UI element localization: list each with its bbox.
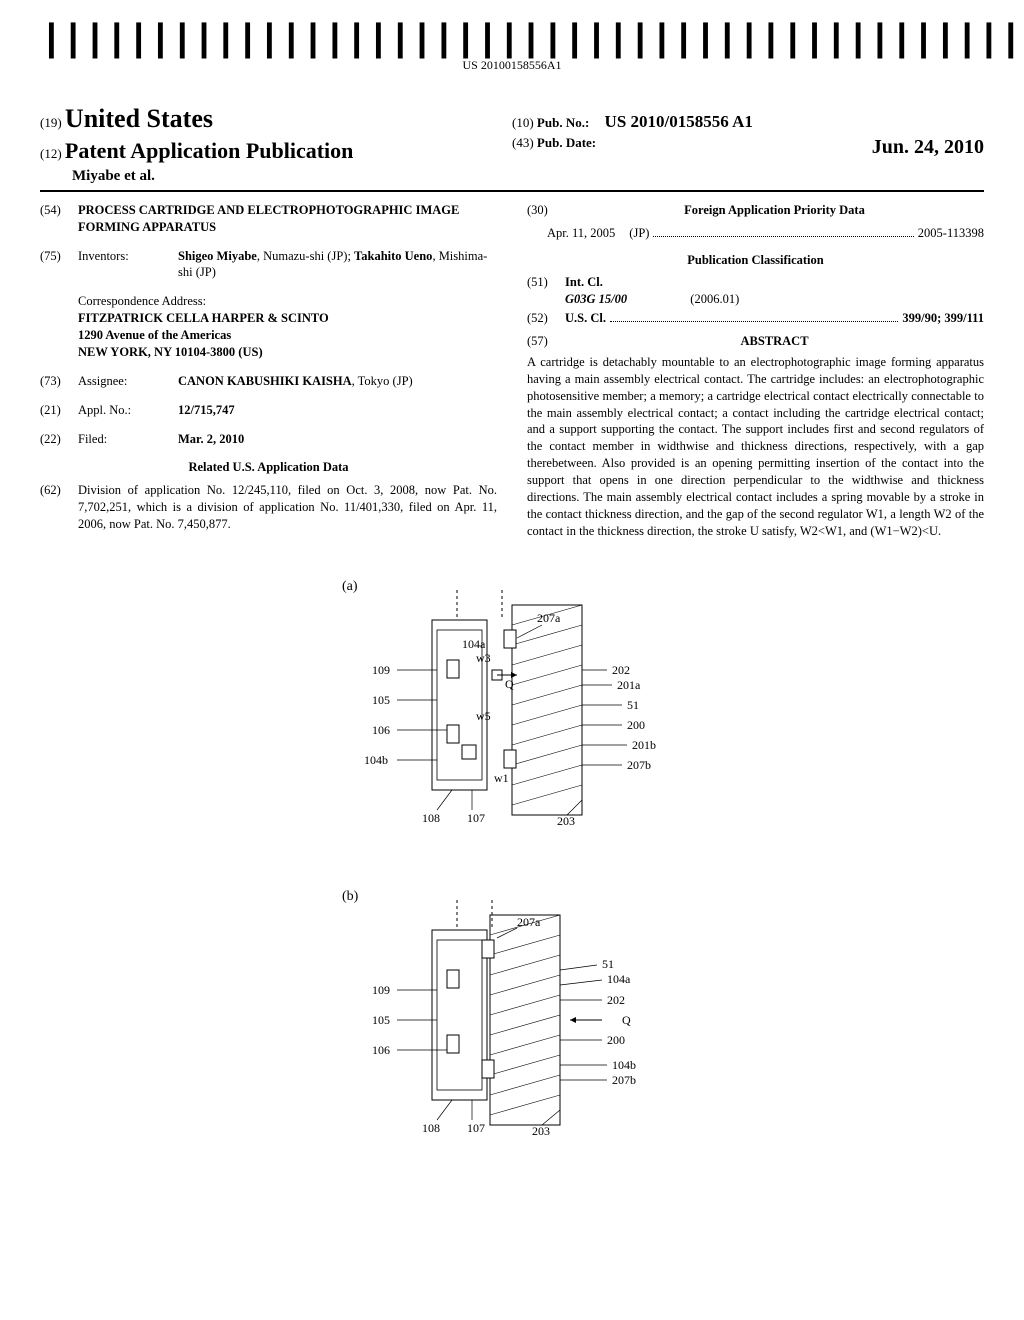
svg-text:106: 106 [372,1043,390,1057]
svg-text:105: 105 [372,1013,390,1027]
division-code: (62) [40,482,78,533]
abstract-label: ABSTRACT [565,333,984,350]
pub-no-value: US 2010/0158556 A1 [605,112,753,131]
pub-date-value: Jun. 24, 2010 [872,134,984,161]
svg-text:207a: 207a [517,915,541,929]
svg-text:203: 203 [557,814,575,828]
svg-text:107: 107 [467,1121,485,1135]
svg-text:200: 200 [607,1033,625,1047]
svg-text:207a: 207a [537,611,561,625]
svg-text:200: 200 [627,718,645,732]
correspondence-label: Correspondence Address: [78,293,497,310]
fig-a-label: (a) [342,579,358,594]
main-columns: (54) PROCESS CARTRIDGE AND ELECTROPHOTOG… [40,202,984,545]
svg-text:104a: 104a [462,637,486,651]
svg-text:w3: w3 [476,651,491,665]
inventors-value: Shigeo Miyabe, Numazu-shi (JP); Takahito… [178,248,497,282]
appl-code: (21) [40,402,78,419]
uscl-code: (52) [527,310,565,327]
pub-date-label: Pub. Date: [537,135,596,150]
svg-text:207b: 207b [612,1073,636,1087]
assignee-code: (73) [40,373,78,390]
hatched-block-a [512,605,582,815]
correspondence-line1: FITZPATRICK CELLA HARPER & SCINTO [78,310,497,327]
inventors-label: Inventors: [78,248,178,282]
related-heading: Related U.S. Application Data [40,459,497,476]
header-rule [40,190,984,192]
svg-text:201a: 201a [617,678,641,692]
title-code: (54) [40,202,78,236]
country-name: United States [65,104,213,133]
uscl-value: 399/90; 399/111 [902,310,984,327]
svg-text:105: 105 [372,693,390,707]
uscl-label: U.S. Cl. [565,310,606,327]
abstract-code: (57) [527,333,565,350]
intcl-class: G03G 15/00 [565,292,627,306]
svg-text:Q: Q [622,1013,631,1027]
pub-title: Patent Application Publication [65,138,353,163]
svg-text:108: 108 [422,1121,440,1135]
filed-value: Mar. 2, 2010 [178,431,497,448]
authors: Miyabe et al. [40,166,512,186]
intcl-year: (2006.01) [690,292,739,306]
assignee-label: Assignee: [78,373,178,390]
svg-text:104b: 104b [364,753,388,767]
filed-label: Filed: [78,431,178,448]
pub-date-code: (43) [512,135,534,150]
svg-text:107: 107 [467,811,485,825]
svg-text:203: 203 [532,1124,550,1138]
svg-text:202: 202 [607,993,625,1007]
intcl-code: (51) [527,274,565,308]
dotted-fill-2 [610,321,898,322]
figure-area: (a) [40,570,984,1160]
barcode-graphic: ||||||||||||||||||||||||||||||||||||||||… [40,30,1024,53]
appl-label: Appl. No.: [78,402,178,419]
pub-code: (12) [40,146,62,161]
svg-text:Q: Q [505,677,514,691]
right-column: (30) Foreign Application Priority Data A… [527,202,984,545]
correspondence-line3: NEW YORK, NY 10104-3800 (US) [78,344,497,361]
svg-text:51: 51 [627,698,639,712]
assignee-value: CANON KABUSHIKI KAISHA, Tokyo (JP) [178,373,497,390]
svg-text:109: 109 [372,663,390,677]
classification-heading: Publication Classification [527,252,984,269]
foreign-code: (30) [527,202,565,219]
foreign-heading: Foreign Application Priority Data [565,202,984,219]
filed-code: (22) [40,431,78,448]
foreign-number: 2005-113398 [918,225,984,242]
pub-no-label: Pub. No.: [537,115,589,130]
figure-b: (b) [322,880,702,1160]
foreign-country: (JP) [629,225,649,242]
header-row: (19) United States (12) Patent Applicati… [40,81,984,186]
invention-title: PROCESS CARTRIDGE AND ELECTROPHOTOGRAPHI… [78,202,497,236]
left-column: (54) PROCESS CARTRIDGE AND ELECTROPHOTOG… [40,202,497,545]
intcl-label: Int. Cl. [565,274,984,291]
appl-value: 12/715,747 [178,402,497,419]
barcode-block: ||||||||||||||||||||||||||||||||||||||||… [40,30,984,73]
inventors-code: (75) [40,248,78,282]
pub-no-code: (10) [512,115,534,130]
svg-text:108: 108 [422,811,440,825]
division-text: Division of application No. 12/245,110, … [78,482,497,533]
hatched-block-b [490,915,560,1125]
svg-text:w5: w5 [476,709,491,723]
abstract-text: A cartridge is detachably mountable to a… [527,354,984,540]
correspondence-line2: 1290 Avenue of the Americas [78,327,497,344]
svg-text:51: 51 [602,957,614,971]
country-code: (19) [40,115,62,130]
svg-text:202: 202 [612,663,630,677]
svg-text:106: 106 [372,723,390,737]
svg-text:104b: 104b [612,1058,636,1072]
svg-text:109: 109 [372,983,390,997]
svg-text:104a: 104a [607,972,631,986]
svg-text:207b: 207b [627,758,651,772]
svg-text:w1: w1 [494,771,509,785]
figure-a: (a) [322,570,702,850]
foreign-date: Apr. 11, 2005 [547,225,615,242]
fig-b-label: (b) [342,889,359,904]
svg-text:201b: 201b [632,738,656,752]
dotted-fill [653,236,913,237]
